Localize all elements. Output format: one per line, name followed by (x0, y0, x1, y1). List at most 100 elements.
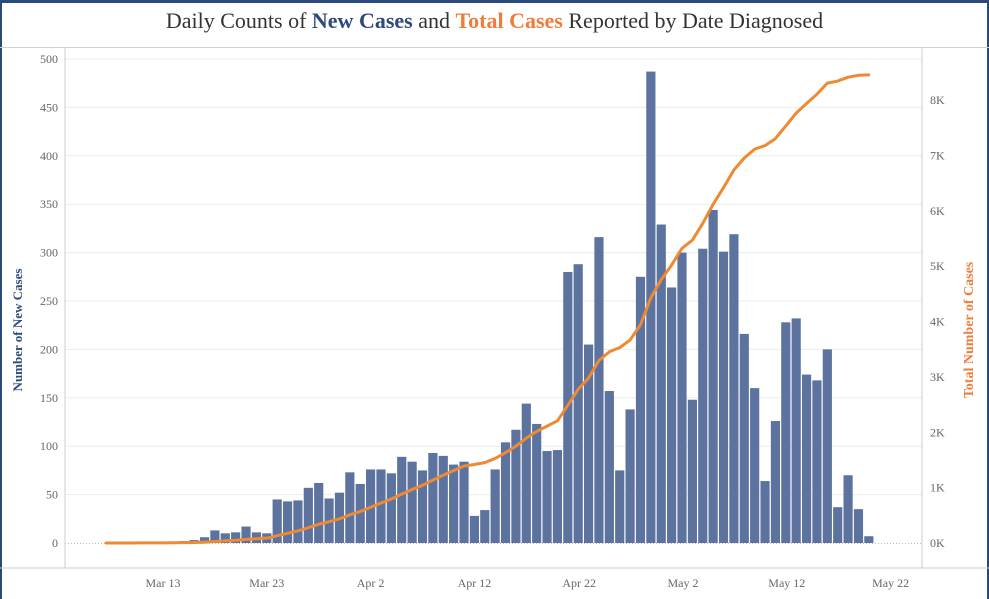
y-tick-label: 250 (40, 294, 58, 308)
bar (667, 287, 677, 543)
bar (428, 452, 438, 543)
y-tick-label: 0 (52, 536, 58, 550)
bar (521, 403, 531, 543)
bar (760, 481, 770, 543)
title-total-cases: Total Cases (455, 8, 563, 33)
bar (864, 536, 874, 543)
y-tick-label: 350 (40, 197, 58, 211)
bar (801, 374, 812, 543)
axes: 0 50 100 150 200 250 300 350 400 450 500 0K 1K 2K 3K 4K… (0, 48, 989, 590)
bar (407, 461, 417, 543)
bar (812, 380, 822, 543)
bar (656, 224, 666, 543)
bar (718, 251, 729, 543)
bar (210, 530, 220, 543)
y-axis-label-right: Total Number of Cases (962, 261, 977, 398)
bar (241, 526, 251, 543)
bar (625, 409, 635, 543)
title-middle: and (412, 8, 456, 33)
y-tick-label: 100 (40, 439, 58, 453)
x-tick-label: Apr 2 (357, 576, 385, 590)
bar (552, 450, 563, 543)
bar (272, 499, 282, 543)
y2-tick-label: 1K (930, 481, 945, 495)
bar (594, 237, 604, 543)
x-tick-label: Mar 13 (146, 576, 181, 590)
y-tick-label: 500 (40, 52, 58, 66)
line-group (104, 73, 871, 545)
y-tick-label: 50 (46, 488, 58, 502)
bar (490, 469, 500, 543)
bars-group (127, 71, 874, 544)
bar (438, 455, 448, 543)
bar (843, 475, 853, 543)
bar (573, 264, 583, 543)
bar (397, 456, 407, 543)
y2-tick-label: 7K (930, 148, 945, 162)
bar (583, 344, 594, 543)
bar (449, 464, 459, 543)
bar (729, 234, 739, 543)
title-prefix: Daily Counts of (165, 8, 312, 33)
x-tick-label: Apr 22 (562, 576, 596, 590)
bar (615, 470, 625, 543)
x-tick-label: May 22 (872, 576, 909, 590)
bar (199, 537, 210, 543)
y-tick-label: 200 (40, 342, 58, 356)
bar (231, 532, 241, 543)
total-cases-line (104, 73, 871, 545)
bar (314, 482, 324, 543)
bar (500, 442, 511, 543)
bar (480, 510, 490, 543)
bar (687, 399, 697, 543)
y2-tick-label: 4K (930, 315, 945, 329)
bar (646, 71, 656, 544)
bar (781, 322, 791, 543)
bar (220, 533, 230, 543)
bar (708, 210, 718, 543)
y2-tick-label: 0K (930, 536, 945, 550)
bar (293, 500, 303, 543)
bar (469, 515, 479, 543)
x-tick-label: May 12 (768, 576, 805, 590)
bar (833, 507, 843, 543)
x-tick-label: Mar 23 (249, 576, 284, 590)
bar (459, 461, 469, 543)
y2-tick-label: 3K (930, 370, 945, 384)
bar (376, 469, 386, 543)
y2-tick-label: 6K (930, 204, 945, 218)
bar (770, 421, 781, 543)
bar (282, 501, 293, 543)
bar (417, 470, 428, 543)
y-tick-label: 150 (40, 391, 58, 405)
y-tick-label: 450 (40, 100, 58, 114)
bar (355, 483, 365, 543)
bar (604, 391, 614, 543)
y-tick-label: 400 (40, 149, 58, 163)
bar (677, 252, 687, 543)
bar (822, 349, 832, 543)
y2-tick-label: 5K (930, 259, 945, 273)
bar (303, 487, 313, 543)
bar (739, 333, 749, 543)
title-divider (0, 47, 989, 48)
x-tick-label: Apr 12 (458, 576, 492, 590)
chart-title: Daily Counts of New Cases and Total Case… (0, 8, 989, 34)
bar (532, 423, 542, 543)
y-tick-label: 300 (40, 246, 58, 260)
y2-tick-label: 8K (930, 93, 945, 107)
y2-tick-label: 2K (930, 425, 945, 439)
bar (791, 318, 801, 543)
bar (386, 473, 396, 543)
bar (511, 429, 521, 543)
y-axis-label-left: Number of New Cases (10, 269, 25, 392)
bar (542, 451, 552, 543)
title-suffix: Reported by Date Diagnosed (562, 8, 824, 33)
bar (698, 248, 708, 543)
x-tick-label: May 2 (668, 576, 699, 590)
bar (635, 276, 646, 543)
title-new-cases: New Cases (311, 8, 413, 33)
bar (853, 509, 864, 543)
